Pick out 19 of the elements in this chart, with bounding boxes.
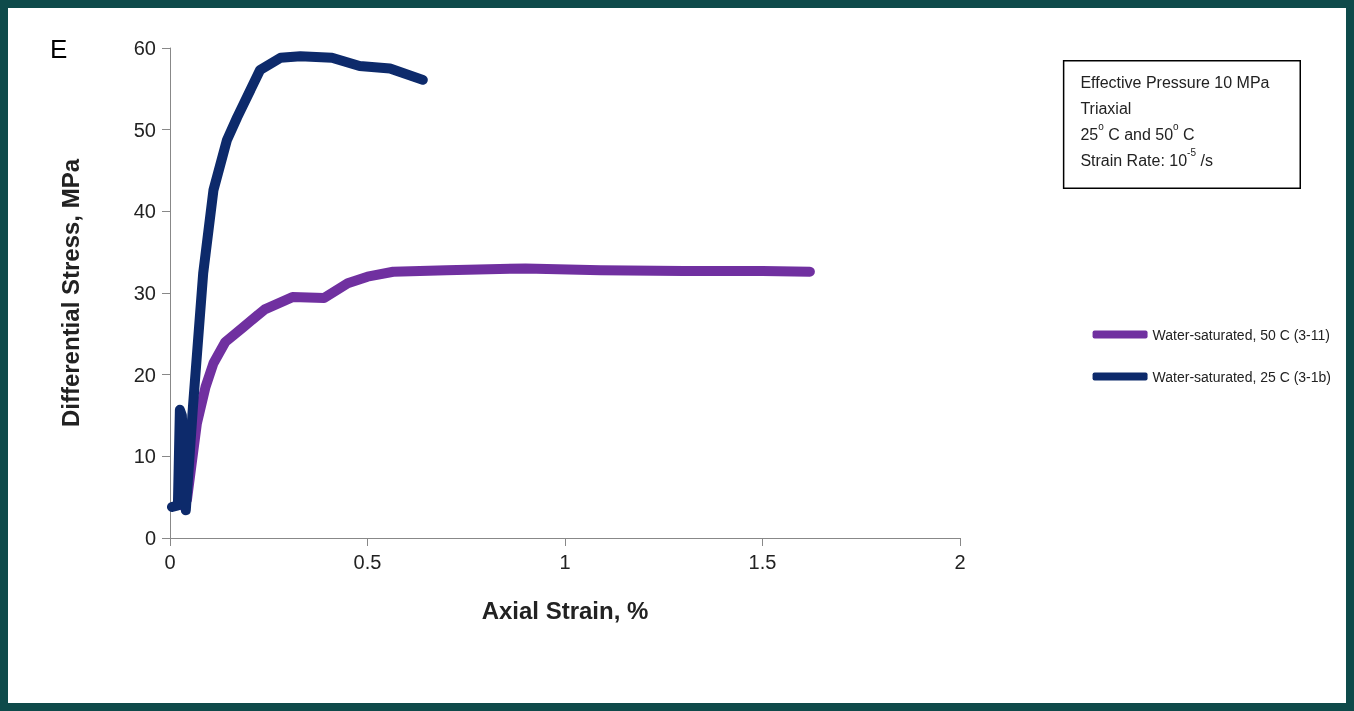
text: E	[50, 34, 68, 64]
text: Effective Pressure 10 MPa	[1080, 74, 1270, 91]
x-tick-label: 2	[954, 551, 966, 573]
y-tick-label: 20	[133, 363, 156, 386]
x-axis-title: Axial Strain, %	[481, 596, 649, 624]
legend-label: Water-saturated, 25 C (3-1b)	[1152, 368, 1332, 385]
legend-label: Water-saturated, 50 C (3-11)	[1152, 326, 1330, 343]
y-axis-title: Differential Stress, MPa	[56, 158, 84, 428]
x-tick-label: 1.5	[748, 551, 777, 573]
x-tick-label: 1	[559, 551, 571, 573]
y-tick-label: 0	[144, 527, 156, 549]
y-tick-label: 10	[133, 445, 156, 468]
y-tick-label: 40	[133, 200, 156, 223]
y-tick-label: 30	[133, 282, 156, 304]
x-tick-label: 0.5	[353, 551, 382, 573]
y-tick-label: 60	[133, 37, 156, 59]
y-tick-label: 50	[133, 118, 156, 141]
text: Triaxial	[1080, 100, 1132, 117]
x-tick-label: 0	[164, 551, 176, 573]
